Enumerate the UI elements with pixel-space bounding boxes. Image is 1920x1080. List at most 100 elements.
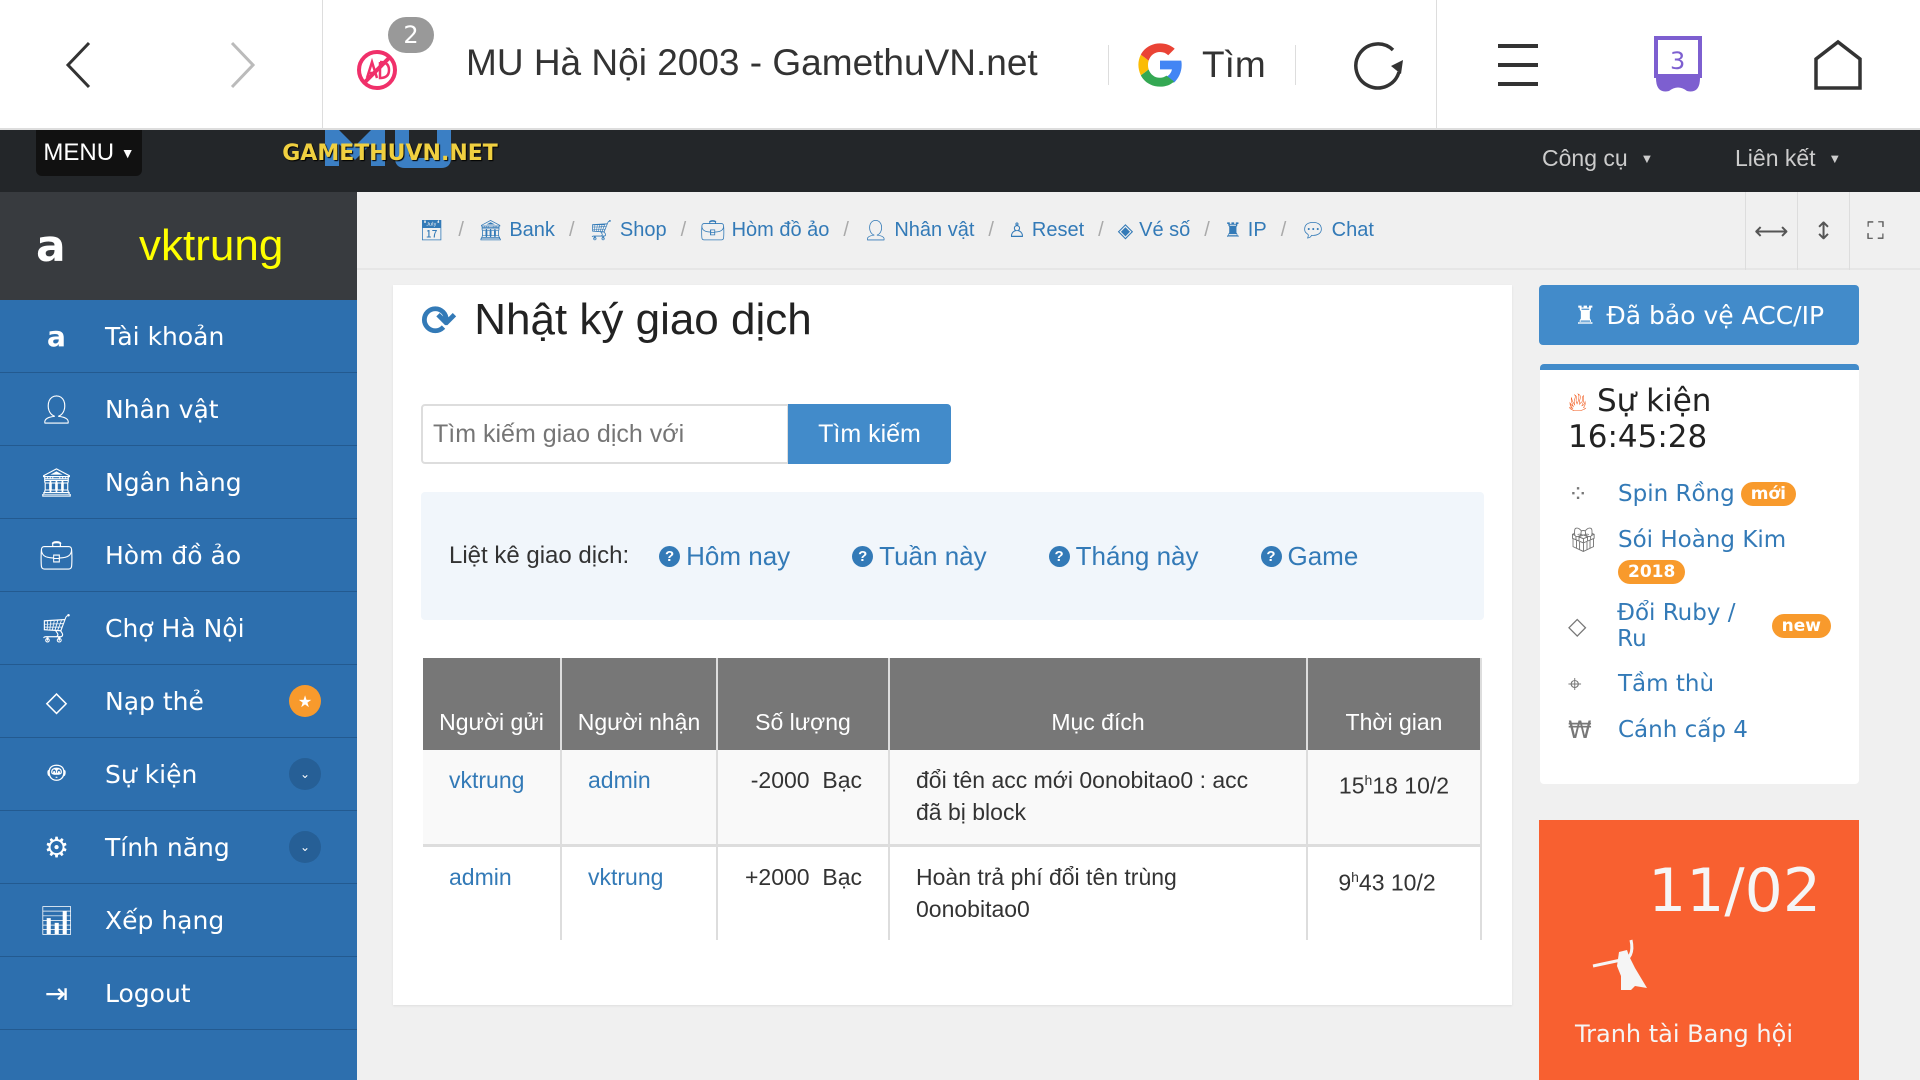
question-icon: ?	[1260, 545, 1282, 567]
events-panel: 🔥︎ Sự kiện 16:45:28 ⁘ Spin Rồng mới 🎁︎ Sói …	[1540, 364, 1859, 784]
back-icon[interactable]	[50, 35, 106, 95]
guild-war-promo[interactable]: 11/02 Tranh tài Bang hội	[1539, 820, 1859, 1080]
fire-icon: 🔥︎	[1568, 388, 1588, 418]
table-row: vktrung admin -2000 Bạc đổi tên acc mới …	[423, 750, 1482, 847]
crosshairs-icon: ⌖	[1568, 670, 1582, 698]
event-spin-rong[interactable]: ⁘ Spin Rồng mới	[1568, 480, 1831, 508]
warrior-icon	[1591, 938, 1653, 996]
sidebar-header: a vktrung	[0, 192, 357, 300]
protect-account-button[interactable]: ♜ Đã bảo vệ ACC/IP	[1539, 285, 1859, 345]
browser-toolbar: 2 MU Hà Nội 2003 - GamethuVN.net Tìm 3	[0, 0, 1920, 130]
incognito-tabs-icon[interactable]: 3	[1650, 35, 1706, 95]
sender-link[interactable]: vktrung	[423, 750, 562, 847]
svg-text:3: 3	[1670, 47, 1685, 75]
logo-mu-graphic	[325, 130, 451, 168]
sidebar-item-account[interactable]: a Tài khoản	[0, 300, 357, 373]
spy-icon: ♜	[1223, 219, 1242, 242]
col-receiver: Người nhận	[561, 658, 718, 750]
event-soi-hoang-kim[interactable]: 🎁︎ Sói Hoàng Kim	[1568, 526, 1787, 554]
username[interactable]: vktrung	[139, 221, 284, 270]
sign-out-icon: ⇥	[44, 976, 69, 1010]
amazon-icon: a	[47, 319, 66, 353]
user-icon: 👤︎	[862, 219, 889, 242]
search-button[interactable]: Tìm kiếm	[788, 404, 951, 464]
receiver-link[interactable]: admin	[561, 750, 718, 847]
chevron-down-icon[interactable]: ⌄	[289, 758, 321, 790]
table-row: admin vktrung +2000 Bạc Hoàn trả phí đổi…	[423, 845, 1482, 940]
gears-icon: ⚙	[43, 830, 70, 864]
filter-month[interactable]: ? Tháng này	[1048, 541, 1199, 572]
sidebar-item-character[interactable]: 👤︎ Nhân vật	[0, 373, 357, 446]
sidebar-item-events[interactable]: 🤖︎ Sự kiện ⌄	[0, 738, 357, 811]
adblock-icon[interactable]	[348, 35, 408, 95]
hamburger-menu-icon[interactable]	[1490, 35, 1546, 95]
android-icon: 🤖︎	[48, 756, 65, 789]
breadcrumb: 📅︎ / 🏛︎ Bank / 🛒︎ Shop / 💼︎ Hòm đồ ảo / 👤︎ Nhân …	[357, 192, 1920, 270]
reload-icon[interactable]	[1350, 35, 1410, 95]
breadcrumb-ip[interactable]: ♜ IP	[1223, 218, 1267, 242]
event-doi-ruby[interactable]: ◇ Đổi Ruby / Ru new	[1568, 600, 1831, 652]
sidebar-item-market[interactable]: 🛒︎ Chợ Hà Nội	[0, 592, 357, 665]
sidebar-item-inventory[interactable]: 💼︎ Hòm đồ ảo	[0, 519, 357, 592]
bank-icon: 🏛︎	[477, 219, 504, 242]
sender-link[interactable]: admin	[423, 845, 562, 940]
fullscreen-icon[interactable]: ⛶	[1849, 192, 1901, 270]
nav-tools-dropdown[interactable]: Công cụ ▼	[1542, 144, 1654, 171]
cart-icon: 🛒︎	[588, 219, 614, 242]
transactions-table: Người gửi Người nhận Số lượng Mục đích T…	[423, 658, 1482, 940]
google-icon[interactable]	[1130, 35, 1190, 95]
suitcase-icon: 💼︎	[38, 538, 75, 572]
won-icon: ₩	[1568, 716, 1592, 744]
filter-game[interactable]: ? Game	[1260, 541, 1358, 572]
menu-button[interactable]: MENU ▼	[36, 130, 142, 176]
star-icon: ★	[289, 685, 321, 717]
expand-horizontal-icon[interactable]: ⟷	[1745, 192, 1797, 270]
event-canh-cap-4[interactable]: ₩ Cánh cấp 4	[1568, 716, 1748, 744]
sidebar-item-topup[interactable]: ◇ Nạp thẻ ★	[0, 665, 357, 738]
sidebar-item-logout[interactable]: ⇥ Logout	[0, 957, 357, 1030]
diamond-icon: ◇	[45, 684, 68, 718]
calendar-icon[interactable]: 📅︎	[419, 219, 445, 242]
sidebar: a vktrung a Tài khoản 👤︎ Nhân vật 🏛︎ Ngân h…	[0, 192, 357, 1080]
col-time: Thời gian	[1307, 658, 1482, 750]
forward-icon[interactable]	[215, 35, 271, 95]
chat-icon: 💬︎	[1300, 219, 1326, 242]
breadcrumb-inventory[interactable]: 💼︎ Hòm đồ ảo	[700, 218, 830, 242]
breadcrumb-lottery[interactable]: ◈ Vé số	[1117, 218, 1191, 242]
reset-icon: ♙	[1007, 219, 1026, 242]
breadcrumb-chat[interactable]: 💬︎ Chat	[1300, 218, 1374, 242]
user-icon: 👤︎	[38, 392, 75, 426]
sidebar-item-bank[interactable]: 🏛︎ Ngân hàng	[0, 446, 357, 519]
home-icon[interactable]	[1810, 35, 1866, 95]
transaction-log-panel: ⟳ Nhật ký giao dịch Tìm kiếm Liệt kê gia…	[393, 285, 1512, 1005]
panel-title: ⟳ Nhật ký giao dịch	[421, 295, 812, 344]
breadcrumb-character[interactable]: 👤︎ Nhân vật	[862, 218, 975, 242]
nav-links-dropdown[interactable]: Liên kết ▼	[1735, 144, 1842, 171]
search-input[interactable]	[421, 404, 789, 464]
chevron-down-icon[interactable]: ⌄	[289, 831, 321, 863]
breadcrumb-shop[interactable]: 🛒︎ Shop	[588, 218, 667, 242]
search-label[interactable]: Tìm	[1202, 44, 1266, 85]
breadcrumb-bank[interactable]: 🏛︎ Bank	[477, 218, 555, 242]
breadcrumb-reset[interactable]: ♙ Reset	[1007, 218, 1085, 242]
question-icon: ?	[852, 545, 874, 567]
sidebar-item-features[interactable]: ⚙ Tính năng ⌄	[0, 811, 357, 884]
sidebar-item-ranking[interactable]: 📊︎ Xếp hạng	[0, 884, 357, 957]
receiver-link[interactable]: vktrung	[561, 845, 718, 940]
cart-icon: 🛒︎	[38, 611, 75, 645]
expand-vertical-icon[interactable]: ↕	[1797, 192, 1849, 270]
question-icon: ?	[1048, 545, 1070, 567]
site-logo[interactable]: GAMETHUVN.NET	[282, 130, 498, 174]
question-icon: ?	[659, 545, 681, 567]
promo-label: Tranh tài Bang hội	[1575, 1020, 1793, 1048]
filter-today[interactable]: ? Hôm nay	[659, 541, 790, 572]
ticket-icon: ◈	[1117, 219, 1134, 242]
col-amount: Số lượng	[717, 658, 890, 750]
bank-icon: 🏛︎	[38, 465, 75, 499]
page-title[interactable]: MU Hà Nội 2003 - GamethuVN.net	[466, 42, 1038, 83]
event-tam-thu[interactable]: ⌖ Tầm thù	[1568, 670, 1715, 698]
filter-week[interactable]: ? Tuần này	[852, 541, 987, 572]
amazon-icon: a	[36, 220, 66, 272]
ad-count-badge: 2	[388, 17, 434, 53]
diamond-icon: ◇	[1568, 612, 1587, 640]
